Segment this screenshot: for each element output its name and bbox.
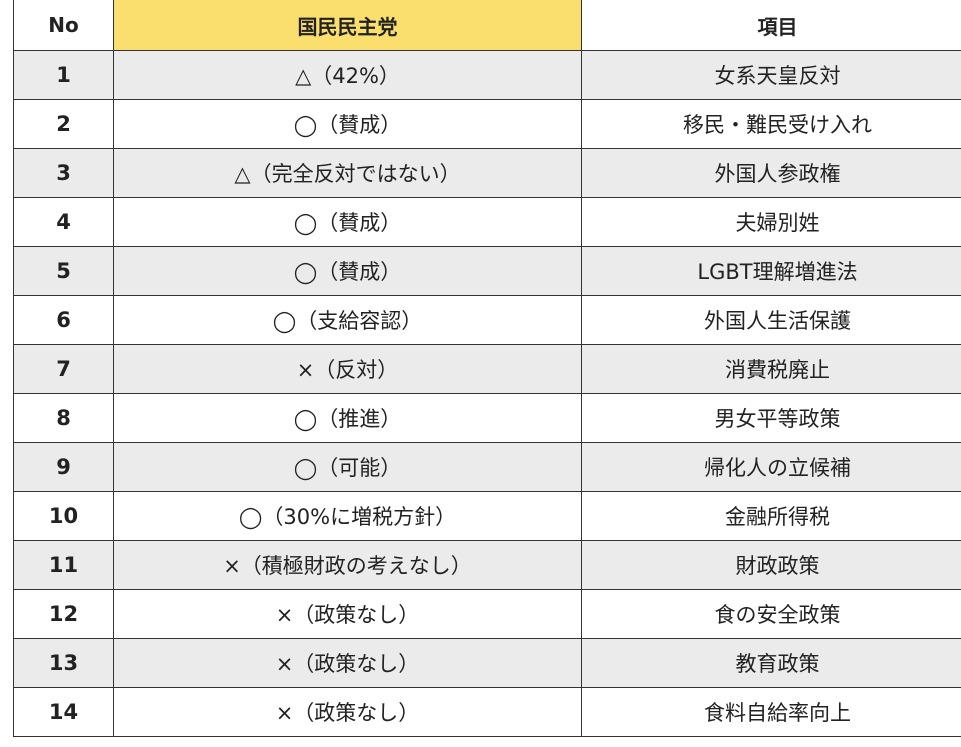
party-stance: ◯（推進） <box>113 393 582 443</box>
policy-item: 食料自給率向上 <box>581 687 961 737</box>
policy-item: 消費税廃止 <box>581 344 961 394</box>
policy-item: 金融所得税 <box>581 491 961 541</box>
table-row: 5 ◯（賛成） LGBT理解増進法 <box>13 246 961 296</box>
table-row: 12 ×（政策なし） 食の安全政策 <box>13 589 961 639</box>
policy-item: 女系天皇反対 <box>581 50 961 100</box>
table-row: 4 ◯（賛成） 夫婦別姓 <box>13 197 961 247</box>
party-stance: ×（政策なし） <box>113 589 582 639</box>
party-stance: ×（政策なし） <box>113 687 582 737</box>
party-stance: △（完全反対ではない） <box>113 148 582 198</box>
row-number: 10 <box>13 491 114 541</box>
policy-item: 夫婦別姓 <box>581 197 961 247</box>
policy-item: 男女平等政策 <box>581 393 961 443</box>
row-number: 4 <box>13 197 114 247</box>
row-number: 9 <box>13 442 114 492</box>
row-number: 3 <box>13 148 114 198</box>
policy-item: 帰化人の立候補 <box>581 442 961 492</box>
party-stance: △（42%） <box>113 50 582 100</box>
policy-item: LGBT理解増進法 <box>581 246 961 296</box>
row-number: 6 <box>13 295 114 345</box>
policy-item: 移民・難民受け入れ <box>581 99 961 149</box>
table-row: 11 ×（積極財政の考えなし） 財政政策 <box>13 540 961 590</box>
party-stance: ×（政策なし） <box>113 638 582 688</box>
policy-item: 外国人生活保護 <box>581 295 961 345</box>
policy-item: 教育政策 <box>581 638 961 688</box>
row-number: 12 <box>13 589 114 639</box>
table-row: 8 ◯（推進） 男女平等政策 <box>13 393 961 443</box>
table-row: 7 ×（反対） 消費税廃止 <box>13 344 961 394</box>
row-number: 7 <box>13 344 114 394</box>
row-number: 2 <box>13 99 114 149</box>
row-number: 14 <box>13 687 114 737</box>
party-stance: ×（積極財政の考えなし） <box>113 540 582 590</box>
policy-item: 食の安全政策 <box>581 589 961 639</box>
row-number: 5 <box>13 246 114 296</box>
table-row: 3 △（完全反対ではない） 外国人参政権 <box>13 148 961 198</box>
party-stance: ◯（支給容認） <box>113 295 582 345</box>
party-stance: ◯（30%に増税方針） <box>113 491 582 541</box>
header-row: No 国民民主党 項目 <box>13 0 961 51</box>
row-number: 8 <box>13 393 114 443</box>
row-number: 13 <box>13 638 114 688</box>
row-number: 1 <box>13 50 114 100</box>
party-stance: ×（反対） <box>113 344 582 394</box>
table-row: 1 △（42%） 女系天皇反対 <box>13 50 961 100</box>
party-stance: ◯（可能） <box>113 442 582 492</box>
header-party: 国民民主党 <box>113 0 582 51</box>
table-row: 2 ◯（賛成） 移民・難民受け入れ <box>13 99 961 149</box>
party-stance: ◯（賛成） <box>113 99 582 149</box>
table-row: 9 ◯（可能） 帰化人の立候補 <box>13 442 961 492</box>
header-item: 項目 <box>581 0 961 51</box>
table-row: 13 ×（政策なし） 教育政策 <box>13 638 961 688</box>
party-stance: ◯（賛成） <box>113 197 582 247</box>
policy-item: 財政政策 <box>581 540 961 590</box>
header-no: No <box>13 0 114 51</box>
party-stance: ◯（賛成） <box>113 246 582 296</box>
table-row: 6 ◯（支給容認） 外国人生活保護 <box>13 295 961 345</box>
table-row: 10 ◯（30%に増税方針） 金融所得税 <box>13 491 961 541</box>
table-row: 14 ×（政策なし） 食料自給率向上 <box>13 687 961 737</box>
policy-item: 外国人参政権 <box>581 148 961 198</box>
policy-table: No 国民民主党 項目 1 △（42%） 女系天皇反対 2 ◯（賛成） 移民・難民受け入れ… <box>13 0 961 737</box>
row-number: 11 <box>13 540 114 590</box>
